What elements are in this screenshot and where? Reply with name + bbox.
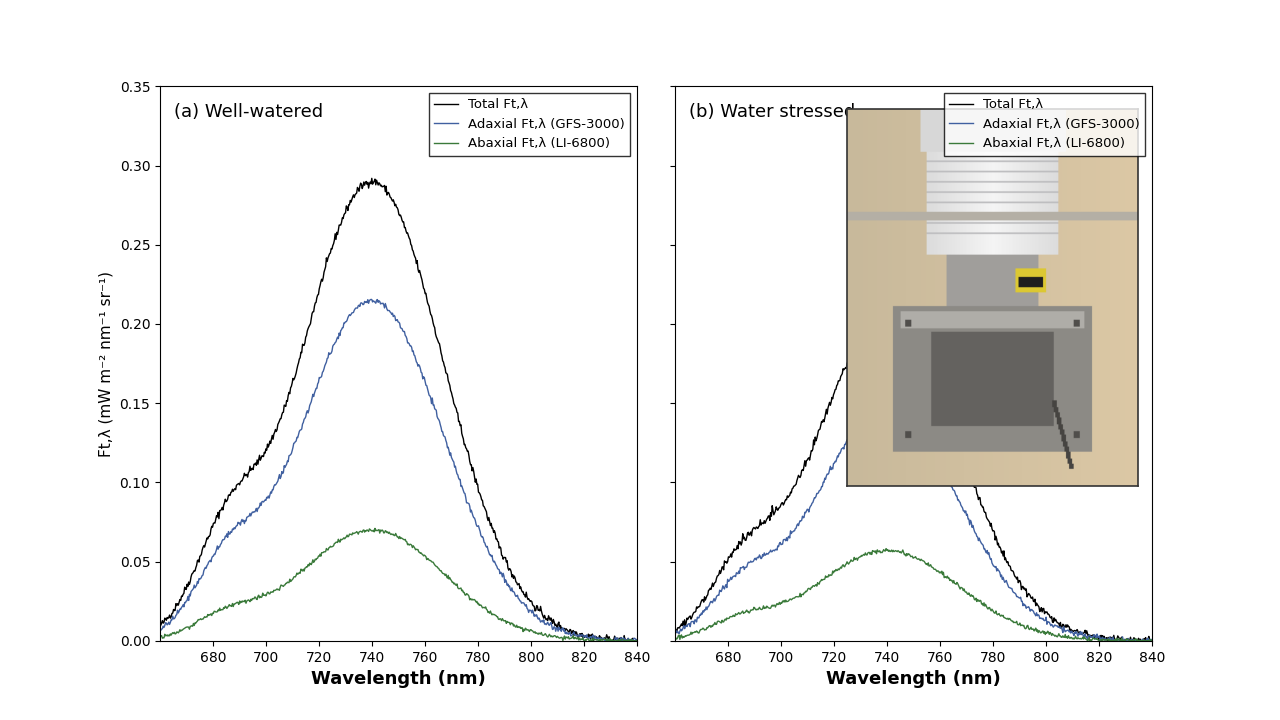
Adaxial Ft,λ (GFS-3000) (512, 597, 527, 606)
Total Ft,λ (873, 307, 888, 315)
Text: (a) Well-watered: (a) Well-watered (174, 103, 324, 121)
Adaxial Ft,λ (GFS-3000) (1105, 636, 1120, 645)
Total Ft,λ (790, 474, 805, 482)
Abaxial Ft,λ (LI-6800) (987, 609, 1002, 618)
Line: Total Ft,λ: Total Ft,λ (160, 179, 637, 641)
Total Ft,λ (152, 621, 168, 629)
Abaxial Ft,λ (LI-6800) (630, 636, 645, 645)
Abaxial Ft,λ (LI-6800) (367, 524, 383, 533)
Total Ft,λ (751, 521, 767, 530)
Total Ft,λ (364, 174, 379, 183)
Abaxial Ft,λ (LI-6800) (884, 546, 900, 554)
Total Ft,λ (585, 636, 600, 645)
Abaxial Ft,λ (LI-6800) (369, 526, 384, 534)
Abaxial Ft,λ (LI-6800) (790, 593, 805, 601)
Adaxial Ft,λ (GFS-3000) (471, 524, 486, 533)
Total Ft,λ (237, 469, 252, 477)
Adaxial Ft,λ (GFS-3000) (364, 295, 379, 304)
Total Ft,λ (1100, 636, 1115, 645)
Legend: Total Ft,λ, Adaxial Ft,λ (GFS-3000), Abaxial Ft,λ (LI-6800): Total Ft,λ, Adaxial Ft,λ (GFS-3000), Aba… (429, 93, 630, 156)
Adaxial Ft,λ (GFS-3000) (987, 562, 1002, 571)
Total Ft,λ (950, 437, 965, 446)
Total Ft,λ (512, 584, 527, 593)
Adaxial Ft,λ (GFS-3000) (275, 469, 291, 478)
Adaxial Ft,λ (GFS-3000) (879, 401, 895, 410)
Adaxial Ft,λ (GFS-3000) (1028, 610, 1043, 618)
Total Ft,λ (275, 408, 291, 417)
Adaxial Ft,λ (GFS-3000) (950, 492, 965, 500)
Abaxial Ft,λ (LI-6800) (275, 582, 291, 590)
Adaxial Ft,λ (GFS-3000) (1144, 635, 1160, 644)
Total Ft,λ (667, 629, 682, 637)
Total Ft,λ (630, 635, 645, 644)
Abaxial Ft,λ (LI-6800) (667, 634, 682, 642)
Adaxial Ft,λ (GFS-3000) (884, 405, 900, 414)
Adaxial Ft,λ (GFS-3000) (630, 636, 645, 644)
Line: Abaxial Ft,λ (LI-6800): Abaxial Ft,λ (LI-6800) (160, 528, 637, 641)
Total Ft,λ (434, 351, 449, 360)
Total Ft,λ (1144, 636, 1160, 645)
Y-axis label: Ft,λ (mW m⁻² nm⁻¹ sr⁻¹): Ft,λ (mW m⁻² nm⁻¹ sr⁻¹) (99, 271, 114, 456)
Legend: Total Ft,λ, Adaxial Ft,λ (GFS-3000), Abaxial Ft,λ (LI-6800): Total Ft,λ, Adaxial Ft,λ (GFS-3000), Aba… (943, 93, 1146, 156)
Adaxial Ft,λ (GFS-3000) (152, 625, 168, 634)
X-axis label: Wavelength (nm): Wavelength (nm) (826, 670, 1001, 688)
Text: (b) Water stressed: (b) Water stressed (690, 103, 855, 121)
Abaxial Ft,λ (LI-6800) (237, 598, 252, 606)
Abaxial Ft,λ (LI-6800) (1028, 626, 1043, 634)
Adaxial Ft,λ (GFS-3000) (434, 427, 449, 436)
Adaxial Ft,λ (GFS-3000) (237, 519, 252, 528)
Abaxial Ft,λ (LI-6800) (1144, 636, 1160, 644)
Abaxial Ft,λ (LI-6800) (878, 544, 893, 553)
Adaxial Ft,λ (GFS-3000) (667, 630, 682, 639)
Line: Abaxial Ft,λ (LI-6800): Abaxial Ft,λ (LI-6800) (675, 549, 1152, 641)
Adaxial Ft,λ (GFS-3000) (751, 551, 767, 559)
Abaxial Ft,λ (LI-6800) (577, 636, 593, 645)
Abaxial Ft,λ (LI-6800) (471, 601, 486, 610)
Line: Adaxial Ft,λ (GFS-3000): Adaxial Ft,λ (GFS-3000) (675, 405, 1152, 641)
Abaxial Ft,λ (LI-6800) (751, 603, 767, 612)
Abaxial Ft,λ (LI-6800) (1080, 636, 1096, 645)
Abaxial Ft,λ (LI-6800) (152, 634, 168, 642)
Adaxial Ft,λ (GFS-3000) (598, 636, 613, 645)
Abaxial Ft,λ (LI-6800) (512, 623, 527, 631)
Adaxial Ft,λ (GFS-3000) (790, 520, 805, 528)
X-axis label: Wavelength (nm): Wavelength (nm) (311, 670, 486, 688)
Abaxial Ft,λ (LI-6800) (950, 578, 965, 587)
Adaxial Ft,λ (GFS-3000) (369, 296, 384, 305)
Total Ft,λ (884, 311, 900, 320)
Abaxial Ft,λ (LI-6800) (434, 568, 449, 577)
Line: Total Ft,λ: Total Ft,λ (675, 311, 1152, 641)
Total Ft,λ (987, 527, 1002, 536)
Total Ft,λ (1028, 595, 1043, 603)
Line: Adaxial Ft,λ (GFS-3000): Adaxial Ft,λ (GFS-3000) (160, 300, 637, 641)
Total Ft,λ (369, 176, 384, 184)
Total Ft,λ (471, 488, 486, 497)
